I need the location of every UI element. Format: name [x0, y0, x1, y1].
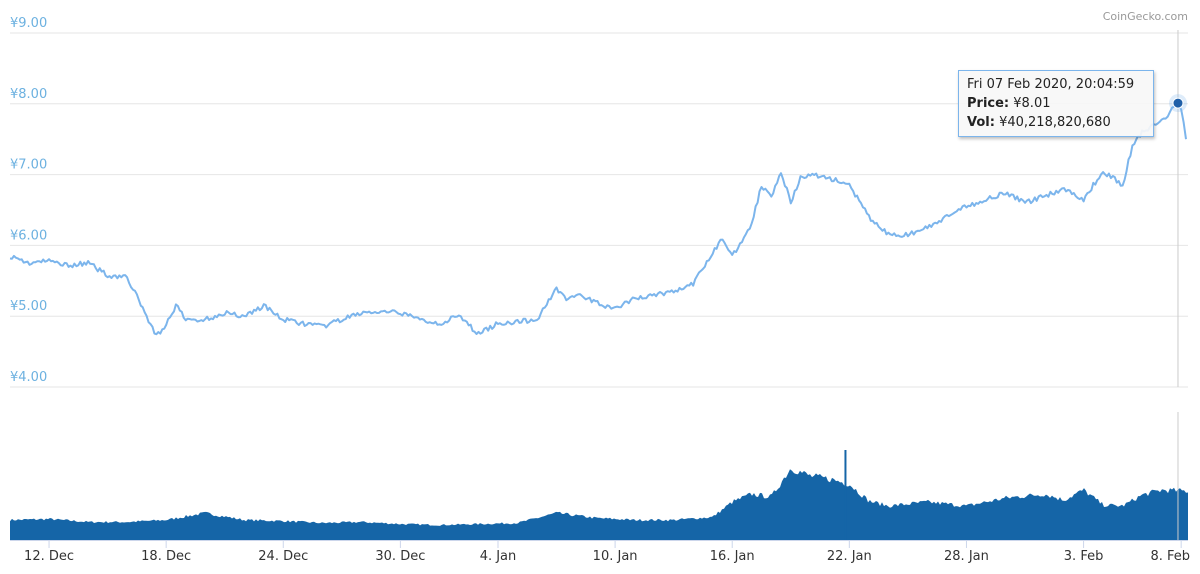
price-series — [9, 104, 1187, 336]
x-tick-label: 4. Jan — [480, 549, 517, 564]
tooltip: Fri 07 Feb 2020, 20:04:59 Price: ¥8.01 V… — [958, 70, 1154, 137]
x-tick-label: 22. Jan — [827, 549, 872, 564]
price-line — [9, 104, 1187, 336]
y-tick-label: ¥6.00 — [10, 228, 47, 243]
y-tick-label: ¥4.00 — [10, 370, 47, 385]
volume-spike-bar — [844, 450, 847, 540]
x-tick-label: 12. Dec — [24, 549, 74, 564]
tooltip-price: Price: ¥8.01 — [967, 94, 1145, 113]
tooltip-price-value: ¥8.01 — [1013, 96, 1051, 111]
x-tick-label: 18. Dec — [141, 549, 191, 564]
tooltip-volume: Vol: ¥40,218,820,680 — [967, 113, 1145, 132]
x-tick-label: 3. Feb — [1064, 549, 1104, 564]
x-tick-label: 24. Dec — [258, 549, 308, 564]
x-tick-label: 30. Dec — [375, 549, 425, 564]
y-axis: ¥4.00 ¥5.00 ¥6.00 ¥7.00 ¥8.00 ¥9.00 — [10, 16, 47, 385]
y-tick-label: ¥5.00 — [10, 299, 47, 314]
y-tick-label: ¥9.00 — [10, 16, 47, 31]
x-tick-label: 8. Feb — [1150, 549, 1190, 564]
hover-point — [1172, 97, 1184, 109]
tooltip-date: Fri 07 Feb 2020, 20:04:59 — [967, 77, 1135, 92]
x-tick-label: 16. Jan — [710, 549, 755, 564]
crosshair — [1168, 30, 1187, 540]
x-axis: 12. Dec 18. Dec 24. Dec 30. Dec 4. Jan 10. Ja… — [24, 540, 1190, 564]
x-tick-label: 10. Jan — [593, 549, 638, 564]
tooltip-price-label: Price: — [967, 96, 1010, 111]
y-tick-label: ¥7.00 — [10, 158, 47, 173]
y-tick-label: ¥8.00 — [10, 87, 47, 102]
credit-label[interactable]: CoinGecko.com — [1103, 10, 1188, 23]
x-tick-label: 28. Jan — [944, 549, 989, 564]
volume-series — [10, 450, 1188, 540]
volume-area — [10, 469, 1188, 540]
tooltip-vol-label: Vol: — [967, 115, 995, 130]
tooltip-vol-value: ¥40,218,820,680 — [999, 115, 1111, 130]
